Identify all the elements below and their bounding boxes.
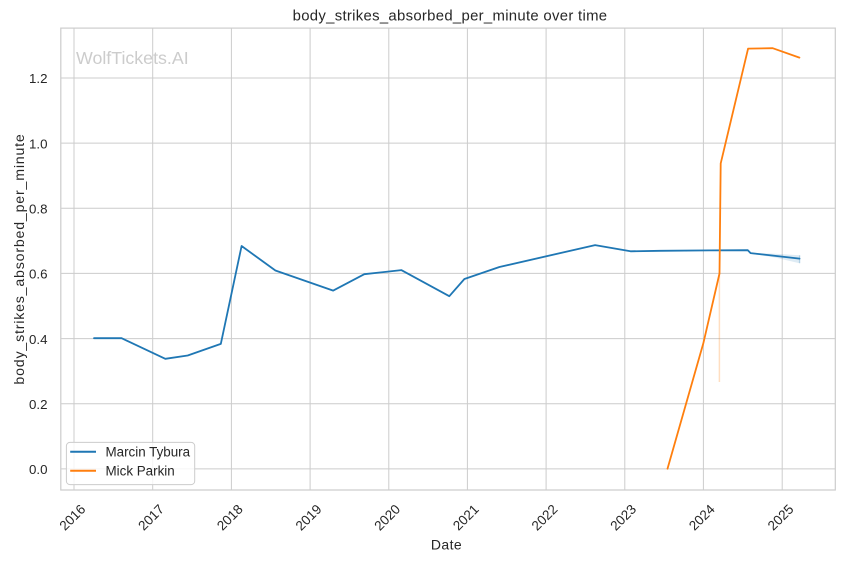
svg-text:0.2: 0.2: [29, 397, 48, 412]
svg-text:0.8: 0.8: [29, 201, 48, 216]
svg-text:Marcin Tybura: Marcin Tybura: [106, 445, 191, 460]
svg-text:body_strikes_absorbed_per_minu: body_strikes_absorbed_per_minute: [12, 133, 28, 384]
svg-text:1.0: 1.0: [29, 136, 48, 151]
svg-text:Mick Parkin: Mick Parkin: [106, 463, 175, 478]
svg-text:1.2: 1.2: [29, 71, 48, 86]
svg-text:WolfTickets.AI: WolfTickets.AI: [76, 48, 189, 68]
svg-text:0.6: 0.6: [29, 267, 48, 282]
svg-text:body_strikes_absorbed_per_minu: body_strikes_absorbed_per_minute over ti…: [293, 9, 608, 25]
svg-text:0.4: 0.4: [29, 332, 48, 347]
svg-text:Date: Date: [431, 537, 462, 553]
svg-text:0.0: 0.0: [29, 462, 48, 477]
